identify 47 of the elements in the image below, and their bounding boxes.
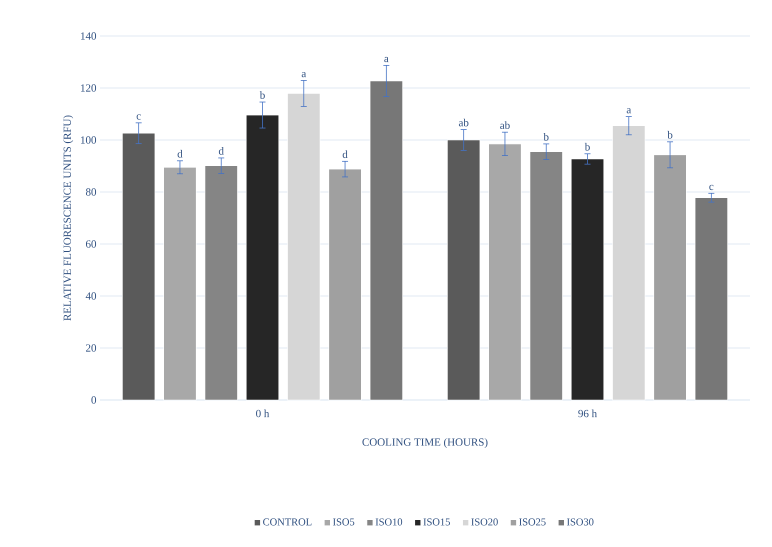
data-label: a bbox=[626, 108, 632, 114]
bar bbox=[328, 168, 362, 400]
y-tick-label: 40 bbox=[86, 292, 96, 300]
bar bbox=[447, 140, 480, 400]
y-tick-label: 140 bbox=[81, 32, 96, 40]
bar bbox=[204, 165, 238, 400]
bar bbox=[488, 144, 522, 400]
data-label: b bbox=[543, 132, 549, 141]
y-tick-label: 0 bbox=[91, 396, 96, 404]
y-axis-title: RELATIVE FLUORESCENCE UNITS (RFU) bbox=[63, 115, 74, 321]
legend-label: ISO15 bbox=[423, 518, 450, 526]
y-tick-label: 60 bbox=[86, 240, 96, 248]
bar bbox=[694, 197, 728, 400]
data-label: ab bbox=[458, 118, 468, 126]
data-label: b bbox=[260, 91, 265, 99]
legend-label: CONTROL bbox=[263, 518, 312, 526]
bar bbox=[530, 151, 563, 400]
legend-label: ISO10 bbox=[376, 518, 402, 526]
data-label: d bbox=[342, 150, 348, 158]
x-tick-label: 0 h bbox=[256, 410, 270, 418]
legend-label: ISO25 bbox=[519, 518, 546, 526]
x-tick-label: 96 h bbox=[578, 410, 597, 418]
bar bbox=[287, 93, 320, 400]
bar bbox=[570, 158, 604, 400]
legend-label: ISO5 bbox=[332, 518, 354, 526]
bar bbox=[122, 132, 156, 400]
y-tick-label: 120 bbox=[81, 84, 96, 92]
bar bbox=[370, 80, 403, 400]
data-label: a bbox=[384, 56, 389, 62]
data-label: b bbox=[584, 142, 590, 151]
data-label: a bbox=[302, 72, 306, 78]
legend-label: ISO30 bbox=[566, 518, 594, 526]
data-label: b bbox=[667, 130, 672, 139]
bar bbox=[246, 114, 280, 400]
data-label: d bbox=[178, 150, 183, 158]
y-tick-label: 100 bbox=[81, 136, 96, 144]
bar bbox=[612, 125, 646, 400]
bar bbox=[654, 154, 687, 400]
data-label: ab bbox=[500, 121, 510, 129]
data-label: c bbox=[709, 184, 714, 190]
y-tick-label: 80 bbox=[86, 188, 96, 196]
data-label: d bbox=[218, 147, 224, 155]
x-axis-title: COOLING TIME (HOURS) bbox=[362, 438, 488, 448]
bar bbox=[163, 166, 197, 400]
y-tick-label: 20 bbox=[86, 344, 96, 352]
legend-label: ISO20 bbox=[471, 518, 498, 526]
data-label: c bbox=[136, 114, 141, 120]
